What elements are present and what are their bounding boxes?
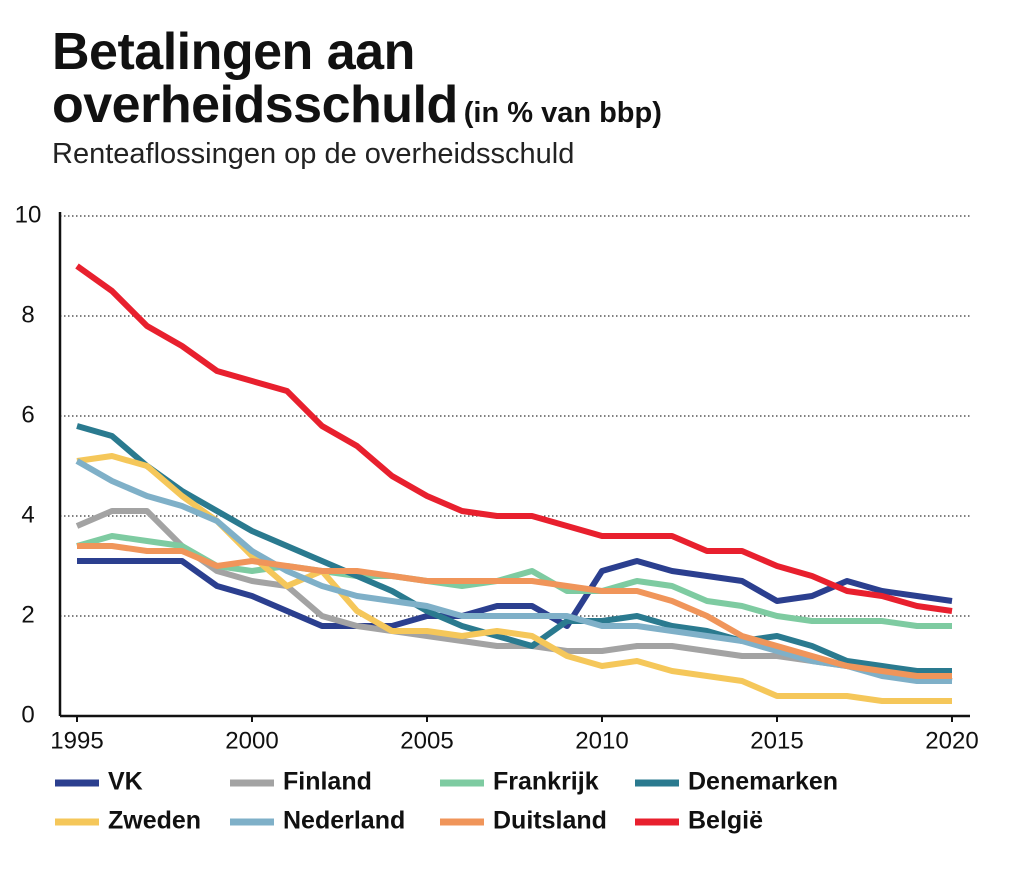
title-block: Betalingen aan overheidsschuld (in % van …: [52, 26, 812, 132]
y-tick-label: 8: [21, 301, 34, 328]
x-tick-label: 2020: [925, 727, 978, 754]
y-tick-label: 6: [21, 401, 34, 428]
x-tick-label: 2015: [750, 727, 803, 754]
legend-label: Finland: [283, 768, 372, 796]
series-line: [75, 263, 953, 614]
x-tick-label: 1995: [50, 727, 103, 754]
y-tick-label: 0: [21, 701, 34, 728]
legend-label: VK: [108, 768, 143, 796]
legend-label: Duitsland: [493, 807, 607, 835]
legend-label: Denemarken: [688, 768, 838, 796]
series-line: [77, 543, 952, 679]
x-tick-label: 2005: [400, 727, 453, 754]
header: Betalingen aan overheidsschuld (in % van …: [52, 26, 812, 171]
y-tick-label: 4: [21, 501, 34, 528]
x-tick-label: 2000: [225, 727, 278, 754]
series-line: [75, 458, 952, 684]
chart-subtitle: Renteaflossingen op de overheidsschuld: [52, 138, 575, 170]
title-note: (in % van bbp): [463, 97, 662, 129]
legend-label: Zweden: [108, 807, 201, 835]
series-line: [77, 558, 953, 629]
y-tick-label: 10: [15, 201, 42, 228]
series-line: [76, 423, 952, 674]
chart-title: Betalingen aan overheidsschuld: [52, 23, 458, 134]
x-tick-label: 2010: [575, 727, 628, 754]
legend-label: België: [688, 807, 763, 835]
legend-label: Frankrijk: [493, 768, 599, 796]
y-tick-label: 2: [21, 601, 34, 628]
legend-label: Nederland: [283, 807, 405, 835]
